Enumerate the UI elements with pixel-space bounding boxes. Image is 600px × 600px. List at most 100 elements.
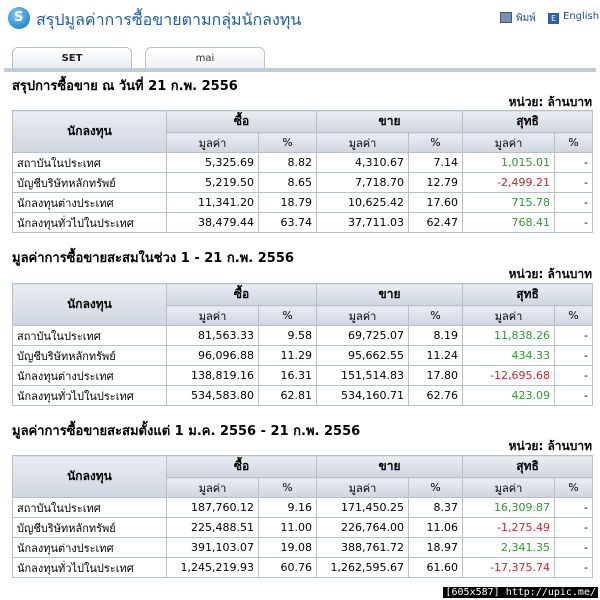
net-value: -1,275.49 [462, 517, 556, 538]
investor-name: นักลงทุนทั่วไปในประเทศ [12, 557, 167, 578]
header-sell: ขาย [316, 283, 464, 306]
header-sell-pct: % [408, 132, 464, 153]
buy-value: 96,096.88 [166, 345, 259, 366]
header-sell-value: มูลค่า [316, 305, 410, 326]
buy-value: 138,819.16 [166, 365, 259, 386]
sell-pct: 11.06 [408, 517, 464, 538]
net-value: 1,015.01 [462, 152, 556, 173]
header-buy: ซื้อ [165, 110, 318, 133]
print-label[interactable]: พิมพ์ [516, 13, 536, 24]
investor-name: สถาบันในประเทศ [12, 152, 167, 173]
header-net-pct: % [554, 132, 594, 153]
header-sell: ขาย [316, 110, 464, 133]
header-buy-value: มูลค่า [166, 132, 259, 153]
header-sell-pct: % [408, 477, 464, 498]
header-investor: นักลงทุน [12, 455, 167, 498]
investor-table: นักลงทุน ซื้อ ขาย สุทธิ มูลค่า % มูลค่า … [12, 110, 594, 233]
buy-value: 81,563.33 [166, 325, 259, 346]
net-pct: - [554, 325, 594, 346]
header-buy-value: มูลค่า [166, 477, 259, 498]
sell-value: 95,662.55 [316, 345, 410, 366]
investor-name: นักลงทุนทั่วไปในประเทศ [12, 212, 167, 233]
sell-value: 10,625.42 [316, 192, 410, 213]
buy-value: 225,488.51 [166, 517, 259, 538]
buy-value: 5,325.69 [166, 152, 259, 173]
header-buy-value: มูลค่า [166, 305, 259, 326]
investor-table: นักลงทุน ซื้อ ขาย สุทธิ มูลค่า % มูลค่า … [12, 283, 594, 406]
net-pct: - [554, 517, 594, 538]
buy-pct: 8.65 [257, 172, 318, 193]
buy-pct: 60.76 [257, 557, 318, 578]
net-pct: - [554, 192, 594, 213]
tab-set[interactable]: SET [12, 47, 132, 69]
sell-pct: 62.76 [408, 385, 464, 406]
net-value: -17,375.74 [462, 557, 556, 578]
header-net-value: มูลค่า [462, 477, 556, 498]
net-value: 768.41 [462, 212, 556, 233]
print-link[interactable]: พิมพ์ [500, 11, 536, 26]
buy-pct: 9.58 [257, 325, 318, 346]
header-net: สุทธิ [462, 455, 594, 478]
net-pct: - [554, 537, 594, 558]
sell-pct: 8.37 [408, 497, 464, 518]
buy-pct: 18.79 [257, 192, 318, 213]
buy-value: 38,479.44 [166, 212, 259, 233]
net-value: -12,695.68 [462, 365, 556, 386]
unit-label: หน่วย: ล้านบาท [508, 267, 592, 281]
english-label[interactable]: English [563, 11, 600, 22]
net-value: 2,341.35 [462, 537, 556, 558]
sell-pct: 11.24 [408, 345, 464, 366]
buy-pct: 16.31 [257, 365, 318, 386]
table-row: สถาบันในประเทศ 81,563.33 9.58 69,725.07 … [12, 325, 594, 346]
net-value: -2,499.21 [462, 172, 556, 193]
net-pct: - [554, 497, 594, 518]
header-net-pct: % [554, 305, 594, 326]
header-net: สุทธิ [462, 110, 594, 133]
sell-value: 171,450.25 [316, 497, 410, 518]
set-logo-icon: S [8, 7, 30, 29]
sell-pct: 7.14 [408, 152, 464, 173]
net-pct: - [554, 152, 594, 173]
buy-value: 534,583.80 [166, 385, 259, 406]
sell-value: 37,711.03 [316, 212, 410, 233]
investor-table: นักลงทุน ซื้อ ขาย สุทธิ มูลค่า % มูลค่า … [12, 455, 594, 578]
sell-pct: 17.80 [408, 365, 464, 386]
english-icon[interactable]: E [548, 13, 559, 24]
sell-pct: 62.47 [408, 212, 464, 233]
header-net-value: มูลค่า [462, 132, 556, 153]
sell-pct: 12.79 [408, 172, 464, 193]
buy-pct: 11.00 [257, 517, 318, 538]
page-title: สรุปมูลค่าการซื้อขายตามกลุ่มนักลงทุน [36, 10, 302, 29]
buy-value: 11,341.20 [166, 192, 259, 213]
buy-pct: 19.08 [257, 537, 318, 558]
net-value: 16,309.87 [462, 497, 556, 518]
tab-mai[interactable]: mai [145, 47, 265, 69]
buy-value: 187,760.12 [166, 497, 259, 518]
sell-value: 1,262,595.67 [316, 557, 410, 578]
header-net: สุทธิ [462, 283, 594, 306]
investor-name: นักลงทุนต่างประเทศ [12, 192, 167, 213]
investor-name: นักลงทุนต่างประเทศ [12, 537, 167, 558]
sell-value: 69,725.07 [316, 325, 410, 346]
investor-name: สถาบันในประเทศ [12, 325, 167, 346]
sell-value: 151,514.83 [316, 365, 410, 386]
table-row: นักลงทุนต่างประเทศ 11,341.20 18.79 10,62… [12, 192, 594, 213]
header-investor: นักลงทุน [12, 283, 167, 326]
english-link[interactable]: E English [548, 11, 599, 24]
tab-underline [4, 68, 596, 72]
buy-pct: 8.82 [257, 152, 318, 173]
net-pct: - [554, 557, 594, 578]
header-buy-pct: % [257, 132, 318, 153]
unit-label: หน่วย: ล้านบาท [508, 95, 592, 109]
printer-icon[interactable] [500, 12, 512, 23]
investor-name: บัญชีบริษัทหลักทรัพย์ [12, 345, 167, 366]
table-row: นักลงทุนต่างประเทศ 391,103.07 19.08 388,… [12, 537, 594, 558]
header-buy: ซื้อ [165, 283, 318, 306]
sell-pct: 8.19 [408, 325, 464, 346]
table-row: นักลงทุนทั่วไปในประเทศ 534,583.80 62.81 … [12, 385, 594, 406]
header-buy: ซื้อ [165, 455, 318, 478]
sell-value: 534,160.71 [316, 385, 410, 406]
buy-pct: 11.29 [257, 345, 318, 366]
buy-pct: 9.16 [257, 497, 318, 518]
sell-pct: 17.60 [408, 192, 464, 213]
